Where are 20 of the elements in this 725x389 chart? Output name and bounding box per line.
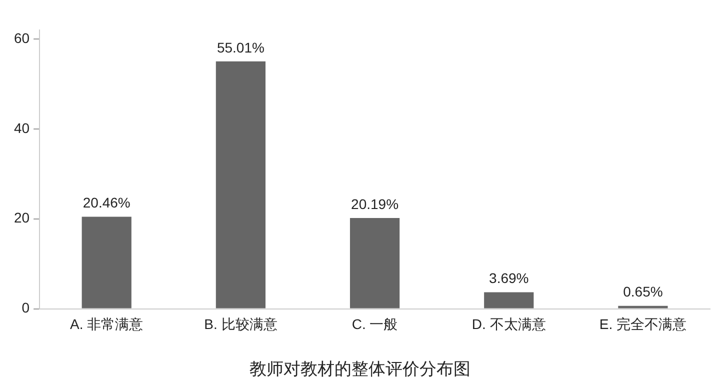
y-tick-label: 20 [14, 210, 30, 226]
bar [484, 292, 534, 308]
x-tick-label: D. 不太满意 [472, 316, 546, 332]
y-tick-label: 0 [22, 300, 30, 316]
x-tick-label: E. 完全不满意 [599, 316, 687, 332]
data-label: 20.46% [82, 194, 130, 211]
bar [216, 61, 266, 308]
bar [350, 218, 400, 308]
x-tick-label: B. 比较满意 [204, 316, 278, 332]
data-label: 0.65% [623, 284, 663, 300]
x-tick-label: A. 非常满意 [70, 316, 144, 332]
y-tick-label: 60 [14, 30, 30, 46]
data-label: 3.69% [489, 270, 529, 286]
data-label: 55.01% [216, 39, 264, 56]
text: 教师对教材的整体评价分布图 [250, 359, 470, 378]
data-label: 20.19% [351, 196, 399, 212]
bar [618, 306, 668, 308]
y-tick-label: 40 [14, 120, 30, 136]
x-tick-label: C. 一般 [352, 316, 398, 332]
bar [82, 216, 132, 308]
